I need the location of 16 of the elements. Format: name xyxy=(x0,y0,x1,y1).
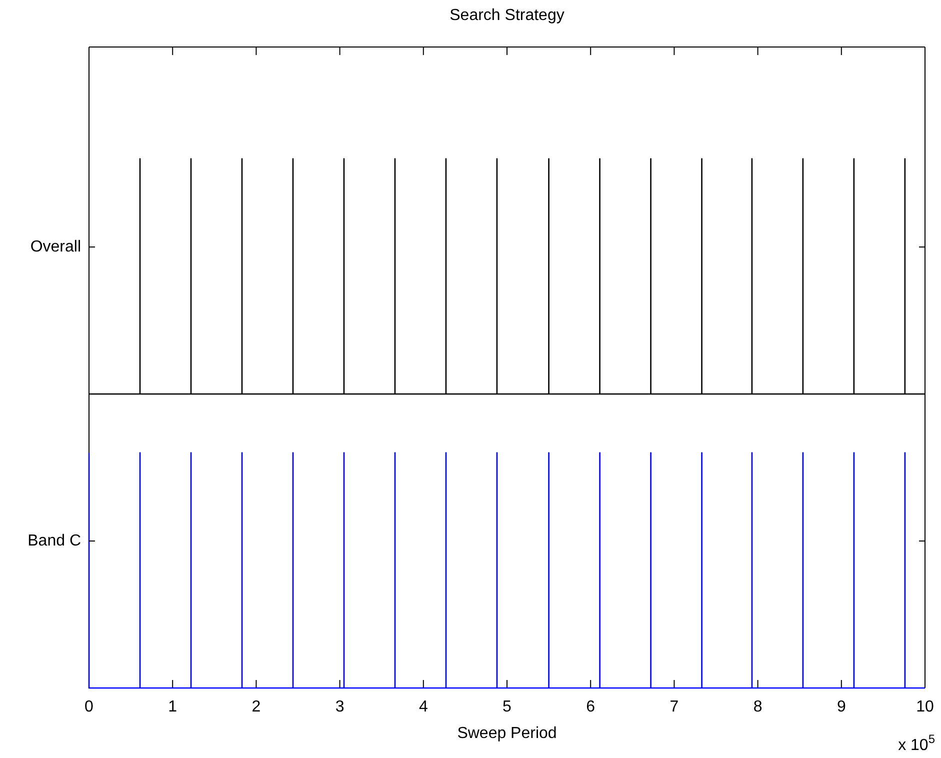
x-tick-label: 10 xyxy=(916,698,934,716)
x-tick-label: 2 xyxy=(252,698,261,716)
y-axis-title: Band C xyxy=(28,532,81,550)
x-tick-label: 0 xyxy=(84,698,94,716)
text: x 10$^{5}$ xyxy=(898,732,936,754)
x-tick-label: 6 xyxy=(586,698,596,716)
x-tick-label: 8 xyxy=(753,698,762,716)
x-tick-label: 3 xyxy=(335,698,344,716)
x-tick-label: 5 xyxy=(502,698,512,716)
x-tick-label: 7 xyxy=(670,698,679,716)
x-axis-title: Sweep Period xyxy=(457,725,557,742)
y-axis-title: Overall xyxy=(30,238,81,256)
x-tick-label: 1 xyxy=(168,698,178,716)
x-tick-label: 4 xyxy=(418,698,428,716)
x-tick-label: 9 xyxy=(836,698,846,716)
chart-title: Search Strategy xyxy=(450,7,564,24)
